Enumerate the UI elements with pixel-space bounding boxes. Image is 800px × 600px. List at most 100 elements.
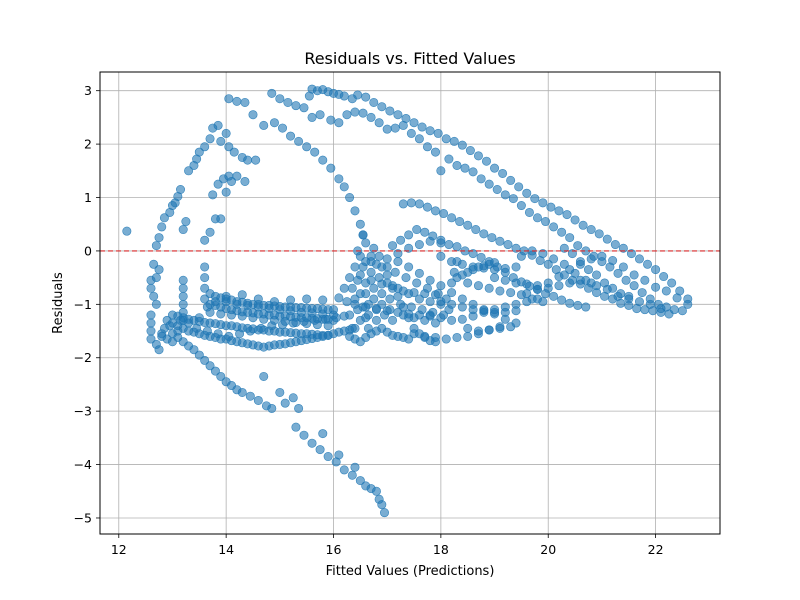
data-point [422,142,432,152]
x-axis-title: Fitted Values (Predictions) [326,564,495,579]
data-point [350,462,360,472]
data-point [334,293,344,303]
data-point [484,283,494,293]
data-point [393,110,403,120]
data-point [532,213,542,223]
data-point [634,254,644,264]
data-point [484,325,494,335]
data-point [323,330,333,340]
data-point [374,118,384,128]
data-point [350,262,360,272]
data-point [447,213,457,223]
data-point [522,279,532,289]
data-point [296,307,306,317]
data-point [216,214,226,224]
data-point [516,251,526,261]
data-point [275,387,285,397]
data-point [318,295,328,305]
data-point [237,290,247,300]
data-point [299,430,309,440]
data-point [350,299,360,309]
data-point [409,118,419,128]
data-point [422,202,432,212]
data-point [361,238,371,248]
data-point [350,206,360,216]
data-point [323,452,333,462]
data-point [294,403,304,413]
data-point [377,279,387,289]
data-point [361,313,371,323]
data-point [468,167,478,177]
data-point [286,131,296,141]
data-point [151,299,161,309]
data-point [661,286,671,296]
data-point [549,254,559,264]
data-point [224,331,234,341]
data-point [366,267,376,277]
data-point [202,326,212,336]
data-point [444,154,454,164]
data-point [216,309,226,319]
data-point [570,215,580,225]
x-tick-label: 16 [326,542,342,557]
data-point [495,236,505,246]
data-point [334,450,344,460]
data-point [651,265,661,275]
y-tick-label: −3 [74,404,92,419]
data-point [640,275,650,285]
data-point [307,308,317,318]
data-point [608,256,618,266]
data-point [484,179,494,189]
data-point [350,107,360,117]
data-point [439,310,449,320]
data-point [495,323,505,333]
data-point [516,201,526,211]
data-point [339,91,349,101]
data-point [455,217,465,227]
data-point [575,257,585,267]
data-point [248,110,258,120]
data-point [213,329,223,339]
data-point [463,331,473,341]
data-point [377,102,387,112]
data-point [347,323,357,333]
data-point [406,128,416,138]
data-point [559,259,569,269]
data-point [425,297,435,307]
data-point [371,304,381,314]
data-point [232,96,242,106]
data-point [345,193,355,203]
data-point [208,190,218,200]
data-point [479,306,489,316]
x-tick-label: 12 [111,542,127,557]
data-point [232,171,242,181]
data-point [355,476,365,486]
data-point [656,304,666,314]
x-tick-label: 14 [218,542,234,557]
data-point [516,290,526,300]
data-point [377,500,387,510]
data-point [353,90,363,100]
data-point [221,128,231,138]
data-point [224,142,234,152]
data-point [388,283,398,293]
y-tick-label: 0 [84,243,92,258]
y-tick-label: 1 [84,190,92,205]
data-point [404,309,414,319]
data-point [178,225,188,235]
data-point [326,163,336,173]
data-point [664,309,674,319]
data-point [476,174,486,184]
data-point [355,219,365,229]
data-point [184,166,194,176]
data-point [259,371,269,381]
data-point [149,291,159,301]
data-point [610,240,620,250]
data-point [307,438,317,448]
data-point [586,254,596,264]
data-point [369,294,379,304]
y-tick-label: 3 [84,83,92,98]
data-point [414,310,424,320]
data-point [414,199,424,209]
